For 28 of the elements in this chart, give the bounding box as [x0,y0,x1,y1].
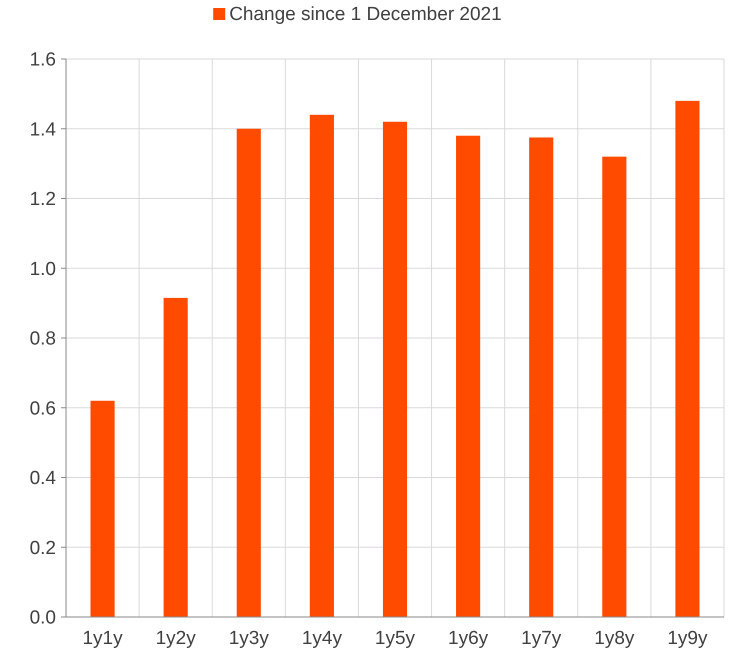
bar [675,100,700,617]
x-tick-label: 1y4y [302,628,342,649]
x-tick-label: 1y3y [228,628,270,649]
x-tick-label: 1y5y [374,628,416,649]
bar [602,156,626,617]
x-tick-label: 1y7y [521,628,562,649]
y-tick-label: 1.4 [30,119,56,140]
bar [529,137,554,617]
bar [164,298,188,617]
y-tick-label: 1.0 [30,258,56,280]
bar [382,122,408,617]
y-tick-label: 1.2 [30,189,56,210]
x-tick-label: 1y8y [594,628,635,649]
y-tick-label: 0.6 [30,398,56,420]
x-tick-label: 1y9y [667,628,708,649]
y-tick-label: 0.4 [30,468,56,490]
x-tick-label: 1y6y [448,628,489,649]
y-tick-label: 0.0 [30,608,56,629]
x-tick-label: 1y1y [82,628,124,649]
x-tick-label: 1y2y [156,628,196,649]
y-tick-label: 1.6 [30,50,56,71]
y-tick-label: 0.2 [30,538,56,559]
legend-label: Change since 1 December 2021 [229,4,502,25]
bar [456,136,480,617]
bar [90,400,115,617]
bar [310,114,334,617]
bar [236,128,261,617]
y-tick-label: 0.8 [30,328,56,350]
